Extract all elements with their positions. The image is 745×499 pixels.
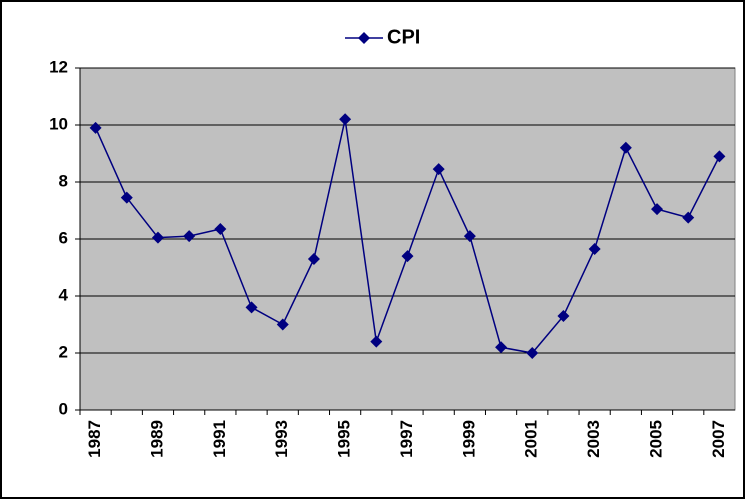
data-point xyxy=(276,318,289,331)
y-tick-label: 2 xyxy=(59,342,68,361)
data-point xyxy=(557,309,570,322)
data-point xyxy=(495,341,508,354)
data-point xyxy=(619,141,632,154)
data-point xyxy=(463,230,476,243)
data-point xyxy=(307,252,320,265)
y-tick-label: 4 xyxy=(59,285,69,304)
y-tick-label: 8 xyxy=(59,171,68,190)
legend-marker xyxy=(358,32,370,44)
data-point xyxy=(401,250,414,263)
data-point xyxy=(526,347,539,359)
data-point xyxy=(651,203,664,216)
data-point xyxy=(713,150,726,163)
y-tick-label: 10 xyxy=(49,114,68,133)
x-tick-label: 1999 xyxy=(459,420,478,458)
data-point xyxy=(432,163,445,176)
x-tick-label: 2007 xyxy=(709,420,728,458)
x-tick-label: 1995 xyxy=(335,420,354,458)
data-point xyxy=(588,242,601,255)
data-point xyxy=(682,211,695,224)
data-point xyxy=(339,113,352,126)
x-tick-label: 1987 xyxy=(85,420,104,458)
x-tick-label: 2003 xyxy=(584,420,603,458)
data-point xyxy=(214,223,227,236)
data-point xyxy=(245,301,258,314)
y-tick-label: 6 xyxy=(59,228,68,247)
x-tick-label: 1993 xyxy=(272,420,291,458)
x-tick-label: 2001 xyxy=(522,420,541,458)
x-tick-label: 1997 xyxy=(397,420,416,458)
legend-label: CPI xyxy=(387,26,420,48)
y-tick-label: 12 xyxy=(49,57,68,76)
data-point xyxy=(151,231,164,244)
data-point xyxy=(183,230,196,243)
data-point xyxy=(89,121,102,134)
x-tick-label: 1991 xyxy=(210,420,229,458)
x-tick-label: 1989 xyxy=(147,420,166,458)
y-tick-label: 0 xyxy=(59,399,68,418)
data-point xyxy=(120,191,133,204)
x-tick-label: 2005 xyxy=(647,420,666,458)
data-point xyxy=(370,335,383,348)
